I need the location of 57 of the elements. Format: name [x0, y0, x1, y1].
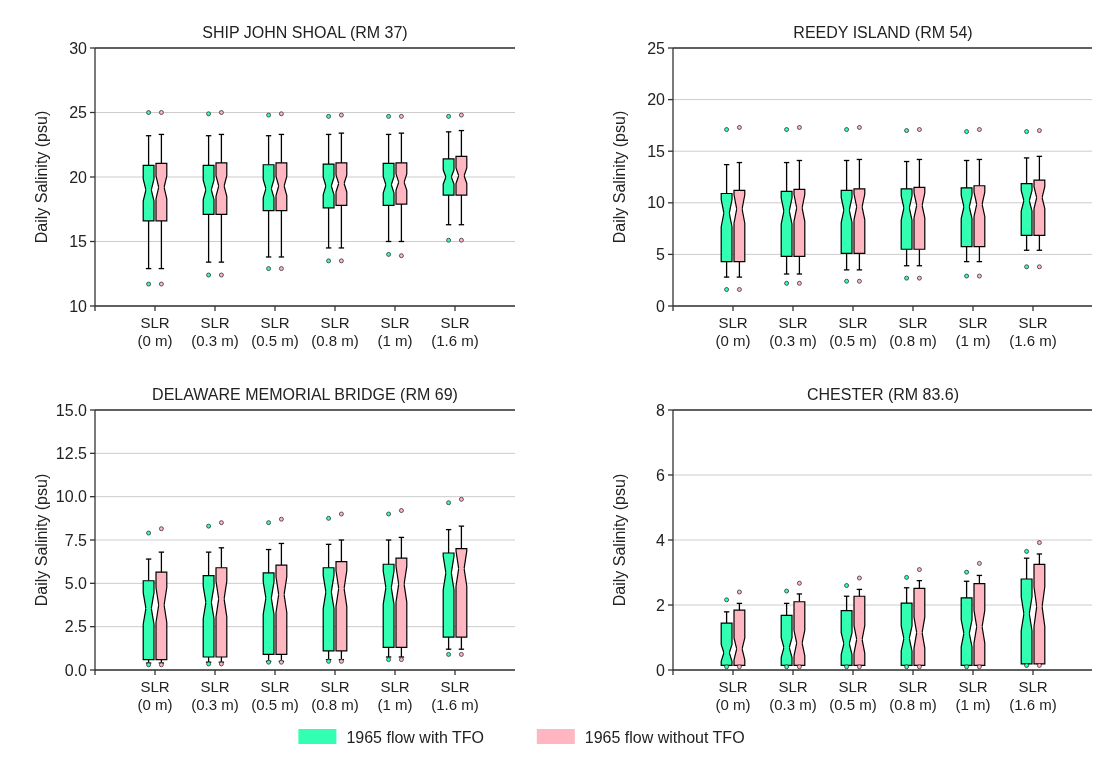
- x-tick-label: SLR (0.3 m): [191, 678, 239, 713]
- y-tick-label: 2: [656, 596, 666, 614]
- x-tick-label: SLR (0.8 m): [311, 678, 359, 713]
- y-tick-label: 20: [647, 91, 666, 109]
- y-tick-label: 0: [656, 297, 666, 315]
- y-tick-label: 6: [656, 466, 666, 484]
- x-tick-label: SLR (0.5 m): [829, 314, 877, 349]
- x-tick-label: SLR (0.5 m): [251, 678, 299, 713]
- x-tick-label: SLR (1 m): [377, 678, 413, 713]
- x-tick-label: SLR (0.8 m): [889, 678, 937, 713]
- x-tick-label: SLR (0 m): [715, 678, 751, 713]
- y-tick-label: 20: [69, 168, 88, 186]
- y-tick-label: 2.5: [64, 618, 88, 636]
- y-axis-title: Daily Salinity (psu): [33, 110, 50, 244]
- y-tick-label: 10.0: [55, 488, 88, 506]
- x-tick-label: SLR (1 m): [955, 314, 991, 349]
- y-tick-label: 12.5: [55, 444, 88, 462]
- y-tick-label: 5: [656, 246, 666, 263]
- chart-title: SHIP JOHN SHOAL (RM 37): [202, 24, 408, 41]
- x-tick-label: SLR (1.6 m): [1009, 314, 1057, 349]
- y-tick-label: 15.0: [55, 401, 88, 419]
- x-tick-label: SLR (0.3 m): [769, 314, 817, 349]
- y-tick-label: 15: [647, 142, 666, 160]
- x-tick-label: SLR (1 m): [955, 678, 991, 713]
- legend-label: 1965 flow with TFO: [346, 728, 484, 746]
- x-tick-label: SLR (0.5 m): [829, 678, 877, 713]
- x-tick-label: SLR (0 m): [137, 678, 173, 713]
- x-tick-label: SLR (1.6 m): [1009, 678, 1057, 713]
- chart-title: DELAWARE MEMORIAL BRIDGE (RM 69): [152, 386, 458, 403]
- y-tick-label: 30: [69, 39, 88, 57]
- y-tick-label: 7.5: [64, 531, 88, 549]
- y-axis-title: Daily Salinity (psu): [33, 473, 50, 607]
- y-tick-label: 10: [647, 194, 666, 212]
- x-tick-label: SLR (0.3 m): [191, 314, 239, 349]
- y-axis-title: Daily Salinity (psu): [611, 473, 628, 607]
- y-tick-label: 25: [647, 39, 666, 57]
- y-tick-label: 4: [656, 531, 666, 549]
- x-tick-label: SLR (0.8 m): [889, 314, 937, 349]
- y-tick-label: 10: [69, 297, 88, 315]
- chart-title: CHESTER (RM 83.6): [806, 386, 960, 403]
- x-tick-label: SLR (1.6 m): [431, 678, 479, 713]
- y-tick-label: 8: [656, 401, 666, 419]
- x-tick-label: SLR (0 m): [715, 314, 751, 349]
- y-tick-label: 0: [656, 661, 666, 679]
- y-tick-label: 25: [69, 104, 88, 122]
- y-tick-label: 0.0: [64, 661, 88, 679]
- y-axis-title: Daily Salinity (psu): [611, 110, 628, 244]
- x-tick-label: SLR (0.3 m): [769, 678, 817, 713]
- y-tick-label: 5.0: [64, 574, 88, 592]
- chart-title: REEDY ISLAND (RM 54): [793, 24, 973, 41]
- x-tick-label: SLR (1.6 m): [431, 314, 479, 349]
- x-tick-label: SLR (0.8 m): [311, 314, 359, 349]
- x-tick-label: SLR (1 m): [377, 314, 413, 349]
- y-tick-label: 15: [69, 233, 88, 251]
- x-tick-label: SLR (0 m): [137, 314, 173, 349]
- legend-label: 1965 flow without TFO: [584, 728, 745, 746]
- x-tick-label: SLR (0.5 m): [251, 314, 299, 349]
